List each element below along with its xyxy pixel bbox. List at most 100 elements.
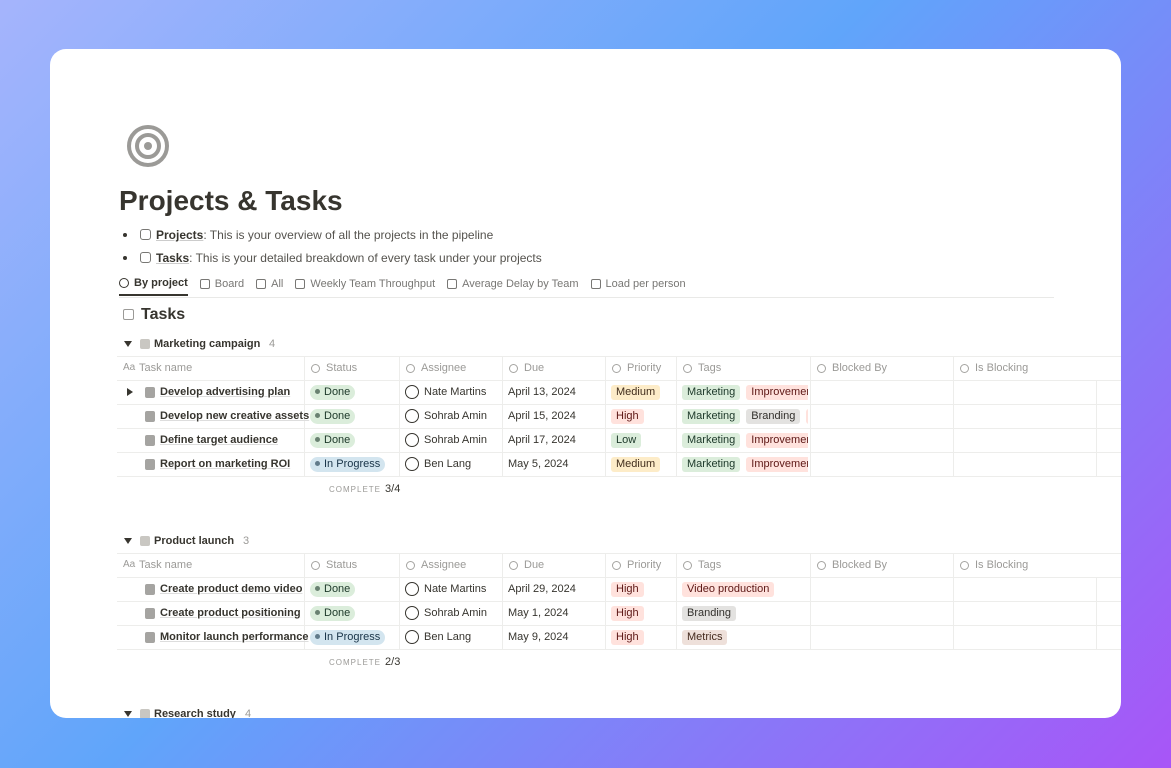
column-icon: [960, 561, 969, 570]
status-cell: In Progress: [310, 625, 391, 649]
tags-cell: Marketing Improvement: [682, 452, 808, 476]
view-tab[interactable]: By project: [119, 272, 188, 296]
column-divider: [399, 356, 400, 380]
link-icon: [140, 252, 151, 263]
view-icon: [590, 279, 601, 289]
task-name[interactable]: Monitor launch performance: [160, 631, 309, 643]
task-name[interactable]: Create product demo video: [160, 583, 303, 595]
notion-page: Projects & Tasks Projects: This is your …: [50, 49, 1121, 718]
priority-pill: High: [611, 629, 644, 645]
cell-divider: [953, 452, 954, 476]
tag-pill: Branding: [746, 408, 801, 424]
task-name[interactable]: Define target audience: [160, 434, 278, 446]
avatar: [405, 630, 419, 644]
column-icon: [960, 364, 969, 373]
column-divider: [605, 553, 606, 577]
view-tab[interactable]: Weekly Team Throughput: [295, 272, 435, 296]
task-icon: [145, 632, 155, 643]
group-toggle: [124, 711, 132, 717]
cell-divider: [953, 601, 954, 625]
cell-divider: [1096, 404, 1097, 428]
assignee: Ben Lang: [424, 631, 472, 643]
assignee: Sohrab Amin: [424, 607, 487, 619]
due-date: April 29, 2024: [508, 583, 576, 595]
complete-value: 2/3: [385, 656, 401, 668]
tag-pill: Marketing: [682, 432, 741, 448]
cell-divider: [1096, 601, 1097, 625]
column-icon: [612, 561, 621, 570]
avatar: [405, 433, 419, 447]
group-name[interactable]: Marketing campaign: [154, 338, 261, 350]
cell-divider: [1096, 577, 1097, 601]
complete-label: COMPLETE: [329, 485, 382, 494]
column-header: Due: [524, 559, 545, 571]
column-divider: [399, 553, 400, 577]
database-icon: [123, 309, 134, 320]
task-name[interactable]: Develop new creative assets: [160, 410, 310, 422]
line: [117, 380, 1121, 381]
view-tab[interactable]: All: [256, 272, 283, 296]
column-header: Status: [326, 559, 358, 571]
column-header: Task name: [139, 362, 193, 374]
cell-divider: [399, 625, 400, 649]
group-name[interactable]: Research study: [154, 708, 236, 718]
status-cell: Done: [310, 577, 361, 601]
avatar: [405, 409, 419, 423]
priority-pill: High: [611, 605, 644, 621]
task-name[interactable]: Report on marketing ROI: [160, 458, 291, 470]
view-tab[interactable]: Average Delay by Team: [447, 272, 579, 296]
cell-divider: [502, 380, 503, 404]
cell-divider: [605, 404, 606, 428]
status-pill: In Progress: [310, 456, 386, 472]
view-tab[interactable]: Load per person: [590, 272, 686, 296]
due-date: May 1, 2024: [508, 607, 569, 619]
column-header: Due: [524, 362, 545, 374]
cell-divider: [676, 601, 677, 625]
column-divider: [953, 553, 954, 577]
cell-divider: [605, 428, 606, 452]
status-pill: Done: [310, 432, 356, 448]
cell-divider: [953, 404, 954, 428]
bullet-item: Projects: This is your overview of all t…: [156, 223, 493, 247]
avatar: [405, 606, 419, 620]
column-header: Priority: [627, 362, 662, 374]
group-icon: [140, 709, 150, 718]
assignee: Sohrab Amin: [424, 434, 487, 446]
cell-divider: [676, 577, 677, 601]
task-name[interactable]: Develop advertising plan: [160, 386, 291, 398]
group-count: 4: [245, 708, 252, 718]
view-tab[interactable]: Board: [199, 272, 244, 296]
line: [117, 625, 1121, 626]
tags-cell: Marketing Improvement: [682, 428, 808, 452]
assignee: Sohrab Amin: [424, 410, 487, 422]
task-name[interactable]: Create product positioning: [160, 607, 301, 619]
column-icon: [509, 561, 518, 570]
priority-pill: High: [611, 408, 644, 424]
page-icon: [127, 125, 169, 167]
priority-cell: High: [611, 404, 650, 428]
line: [117, 553, 1121, 554]
task-icon: [145, 387, 155, 398]
bullet-item: Tasks: This is your detailed breakdown o…: [156, 246, 542, 270]
task-icon: [145, 584, 155, 595]
page-link[interactable]: Tasks: [156, 251, 190, 265]
page-link[interactable]: Projects: [156, 228, 204, 242]
status-cell: Done: [310, 404, 361, 428]
line: [117, 404, 1121, 405]
line: [117, 601, 1121, 602]
database-title: Tasks: [141, 306, 186, 323]
cell-divider: [810, 452, 811, 476]
cell-divider: [502, 601, 503, 625]
cell-divider: [676, 428, 677, 452]
tag-pill: Branding: [682, 605, 737, 621]
cell-divider: [953, 428, 954, 452]
cell-divider: [399, 601, 400, 625]
tag-pill: Video production: [682, 581, 775, 597]
priority-pill: Medium: [611, 456, 661, 472]
avatar: [405, 582, 419, 596]
group-name[interactable]: Product launch: [154, 535, 235, 547]
cell-divider: [304, 625, 305, 649]
view-label: Average Delay by Team: [462, 278, 579, 290]
name-icon: Aa: [123, 559, 136, 570]
column-icon: [311, 561, 320, 570]
